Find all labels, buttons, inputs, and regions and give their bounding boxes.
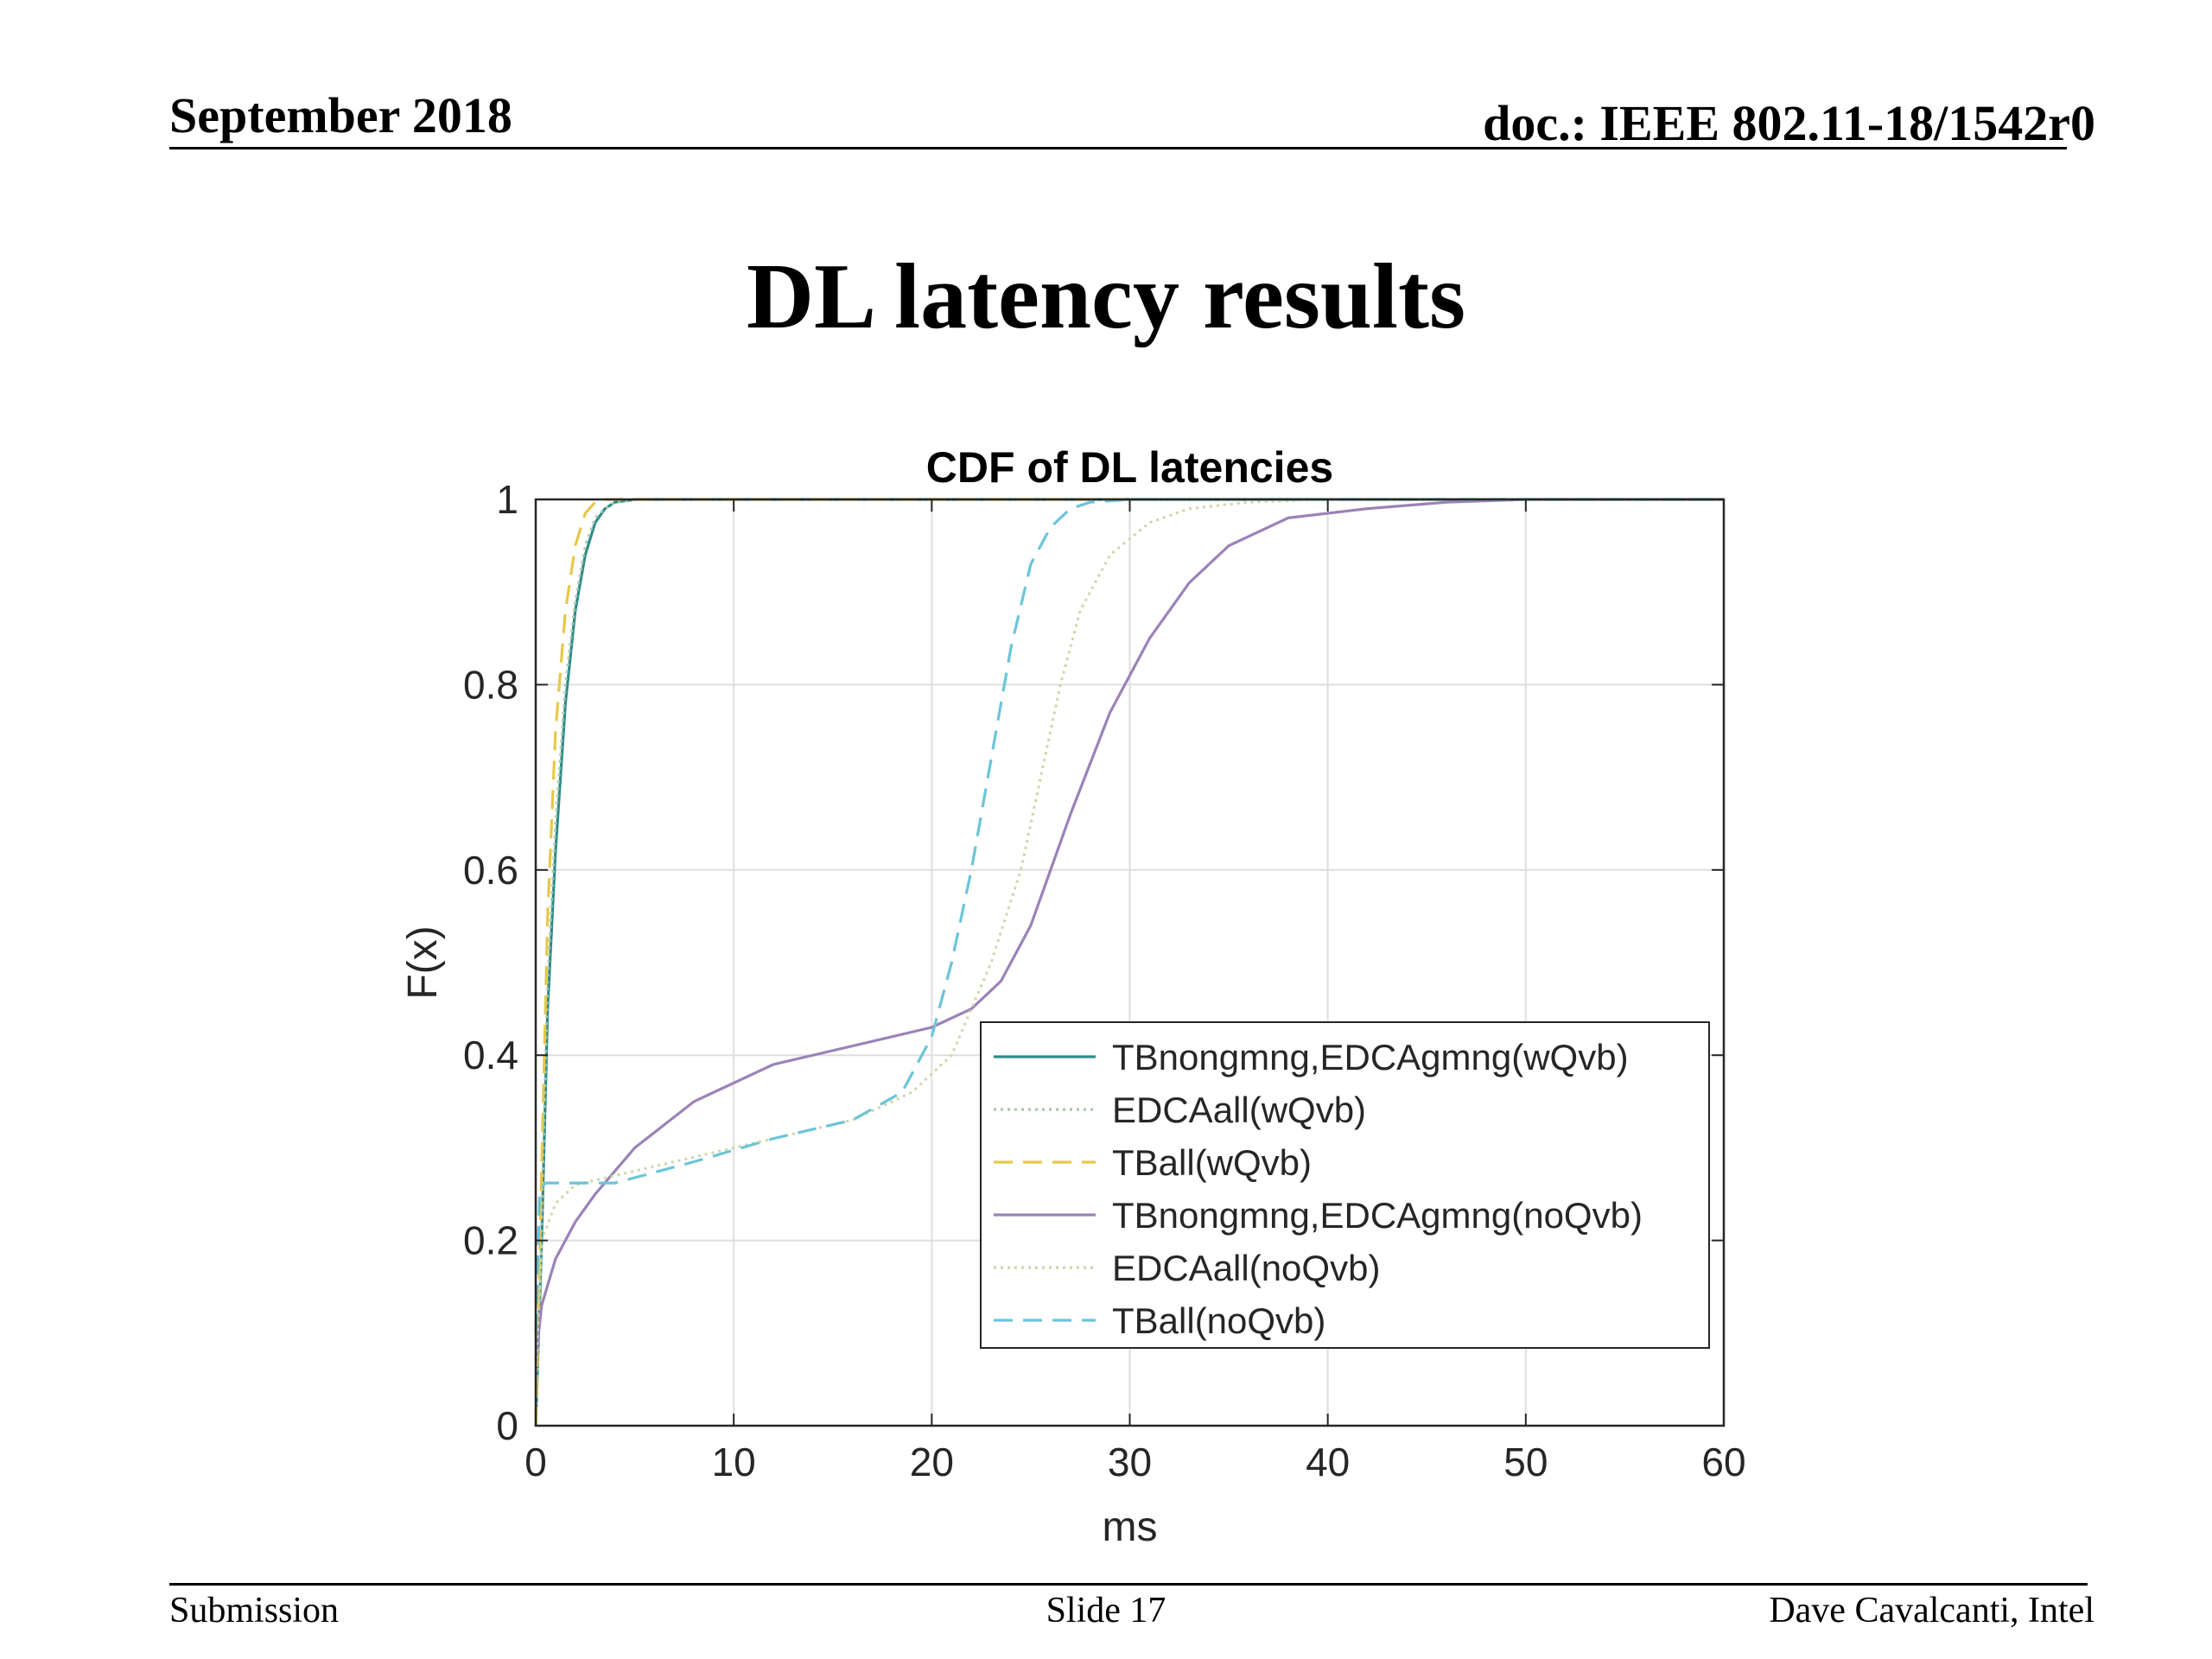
- y-tick-label: 0.8: [463, 662, 518, 707]
- legend-box: [980, 1021, 1710, 1349]
- series-line-2: [534, 498, 1724, 1427]
- footer-author: Dave Cavalcanti, Intel: [1769, 1591, 2094, 1630]
- x-tick-label: 0: [524, 1440, 547, 1484]
- header-date: September 2018: [169, 87, 512, 143]
- legend-label-4: TBnongmng,EDCAgmng(noQvb): [1112, 1195, 1643, 1236]
- x-tick-label: 60: [1701, 1440, 1745, 1484]
- y-tick-label: 0.6: [463, 848, 518, 893]
- footer-slide-number: Slide 17: [1046, 1591, 1166, 1630]
- y-tick-label: 0: [496, 1403, 518, 1448]
- x-tick-label: 30: [1108, 1440, 1152, 1484]
- footer-rule: [169, 1583, 2088, 1586]
- legend: TBnongmng,EDCAgmng(wQvb) EDCAall(wQvb) TBa…: [980, 1021, 1710, 1349]
- y-tick-label: 1: [496, 477, 518, 522]
- y-tick-label: 0.4: [463, 1033, 518, 1077]
- footer-submission: Submission: [169, 1591, 340, 1630]
- x-axis-label: ms: [1103, 1504, 1158, 1550]
- series-group: [534, 498, 1724, 1427]
- series-line-6: [534, 498, 1724, 1333]
- x-tick-label: 20: [910, 1440, 954, 1484]
- y-axis-label: F(x): [400, 925, 446, 999]
- legend-label-2: EDCAall(wQvb): [1112, 1090, 1366, 1130]
- series-line-3: [534, 498, 1724, 1427]
- chart-title: CDF of DL latencies: [926, 443, 1333, 492]
- x-tick-label: 40: [1306, 1440, 1350, 1484]
- x-tick-label: 10: [712, 1440, 756, 1484]
- header-doc-id: doc.: IEEE 802.11-18/1542r0: [1483, 95, 2095, 151]
- legend-label-1: TBnongmng,EDCAgmng(wQvb): [1112, 1037, 1629, 1077]
- x-tick-label: 50: [1503, 1440, 1548, 1484]
- series-line-5: [534, 498, 1724, 1380]
- y-tick-label: 0.2: [463, 1218, 518, 1263]
- slide-title: DL latency results: [747, 245, 1465, 348]
- legend-label-3: TBall(wQvb): [1112, 1142, 1312, 1183]
- legend-label-5: EDCAall(noQvb): [1112, 1248, 1380, 1288]
- legend-label-6: TBall(noQvb): [1112, 1300, 1325, 1341]
- series-line-4: [534, 498, 1724, 1362]
- header-rule: [169, 147, 2067, 149]
